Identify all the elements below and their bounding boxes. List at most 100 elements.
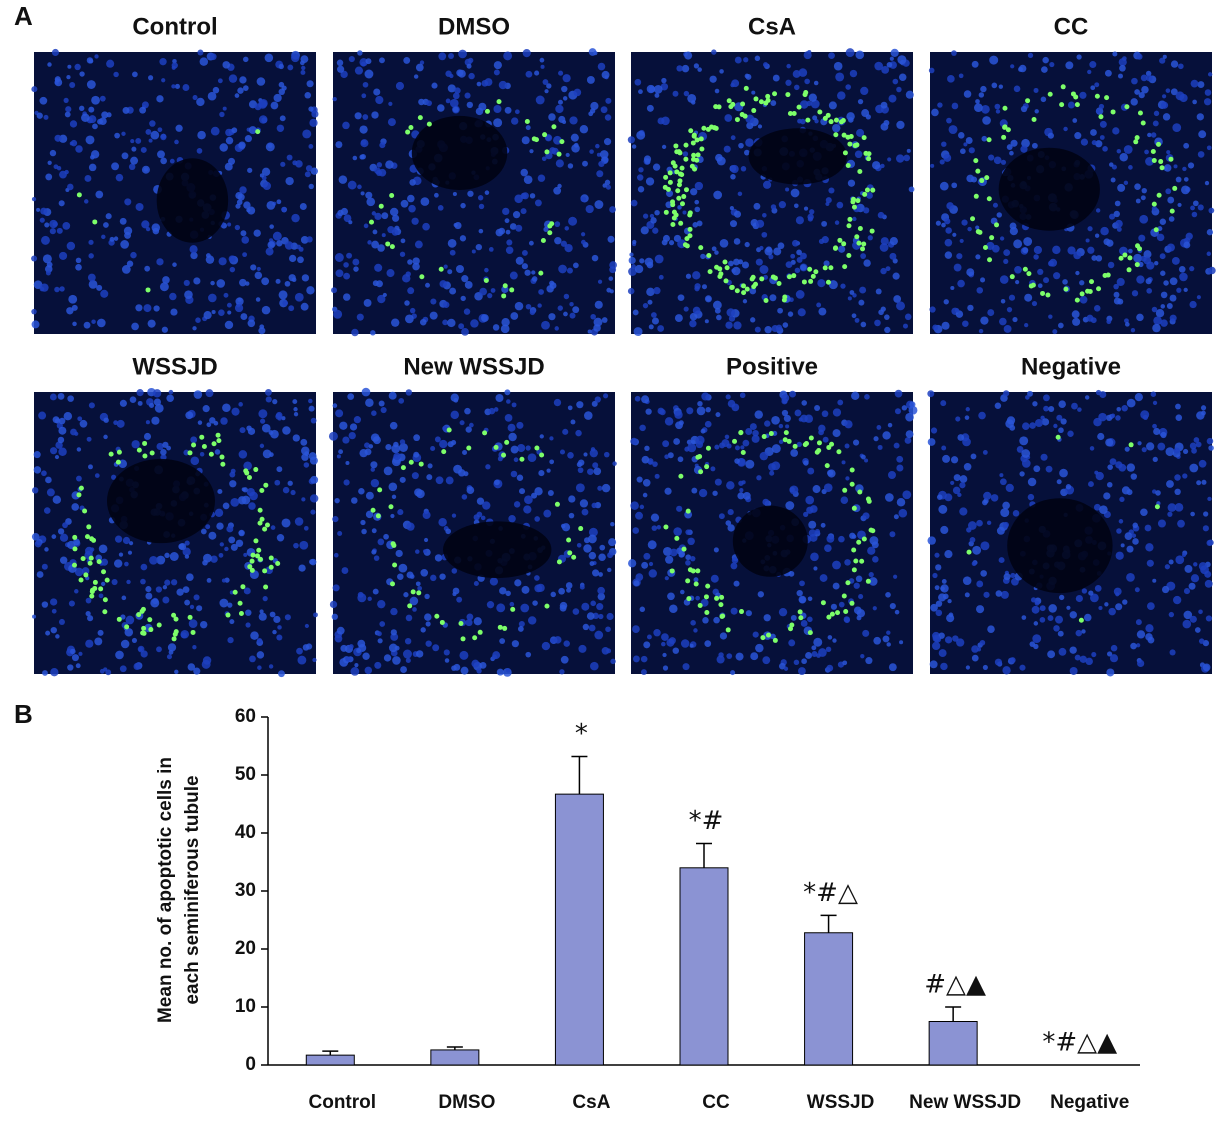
apoptotic-cell [869,228,875,234]
nucleus [62,522,68,529]
nucleus [844,443,850,449]
nucleus [208,531,217,540]
nucleus [586,76,595,84]
nucleus [482,501,491,510]
nucleus [1105,438,1114,447]
nucleus [203,311,212,320]
nucleus [493,69,500,76]
nucleus [934,552,940,558]
nucleus [1099,505,1108,515]
nucleus [389,207,399,217]
nucleus [1081,588,1088,594]
nucleus [357,593,367,603]
nucleus [897,55,907,65]
nucleus [515,224,523,232]
nucleus [1027,493,1035,501]
nucleus [1166,243,1175,252]
nucleus [554,326,559,331]
nucleus [872,556,879,563]
nucleus [1106,481,1113,488]
nucleus [696,406,706,416]
nucleus [136,389,144,397]
nucleus [1202,663,1211,672]
apoptotic-cell [253,538,259,544]
nucleus [884,326,891,334]
nucleus [601,317,608,323]
nucleus [294,517,304,526]
nucleus [361,387,371,397]
nucleus [469,422,474,428]
nucleus [333,309,343,319]
nucleus [205,389,214,398]
nucleus [343,272,351,280]
nucleus [424,613,432,621]
nucleus [1206,251,1212,256]
nucleus [277,416,282,421]
apoptotic-cell [389,244,395,250]
nucleus [162,585,168,590]
nucleus [935,220,941,226]
nucleus [993,156,1002,165]
nucleus [69,82,76,89]
nucleus [372,436,381,445]
apoptotic-cell [807,630,813,636]
nucleus [514,579,522,587]
nucleus [581,239,586,245]
nucleus [561,85,568,93]
nucleus [300,60,305,66]
nucleus [1031,605,1040,614]
apoptotic-cell [540,237,546,243]
nucleus [58,426,67,435]
nucleus [996,526,1005,535]
nucleus [647,540,657,550]
nucleus [225,136,234,145]
nucleus [982,449,988,455]
nucleus [525,303,532,310]
nucleus [54,134,62,142]
nucleus [515,256,524,265]
nucleus [704,420,712,428]
nucleus [633,327,643,337]
nucleus [184,554,190,559]
apoptotic-cell [698,245,704,251]
nucleus [335,141,343,149]
nucleus [308,106,314,112]
nucleus [797,118,802,124]
apoptotic-cell [870,187,876,193]
nucleus [309,118,318,127]
nucleus [400,238,406,244]
nucleus [234,93,240,98]
nucleus [419,60,425,65]
nucleus [413,74,419,79]
apoptotic-cell [173,616,179,622]
nucleus [303,462,310,468]
nucleus [124,561,129,567]
apoptotic-cell [713,104,719,110]
nucleus [579,125,589,134]
nucleus [301,65,306,71]
nucleus [430,445,436,452]
apoptotic-cell [759,276,765,282]
nucleus [1160,291,1168,299]
apoptotic-cell [851,547,857,553]
lumen [106,458,215,544]
nucleus [518,620,525,628]
nucleus [685,554,692,561]
y-tick-label: 60 [235,706,256,727]
nucleus [51,48,59,56]
nucleus [227,310,232,315]
apoptotic-cell [704,609,710,615]
nucleus [559,449,566,455]
nucleus [1147,636,1155,644]
nucleus [604,179,611,186]
nucleus [1162,54,1167,59]
nucleus [596,170,604,178]
nucleus [600,106,608,114]
apoptotic-cell [719,594,725,600]
nucleus [400,199,409,208]
nucleus [661,144,667,149]
nucleus [680,639,690,648]
nucleus [1189,463,1199,473]
nucleus [149,555,158,565]
nucleus [978,92,985,98]
